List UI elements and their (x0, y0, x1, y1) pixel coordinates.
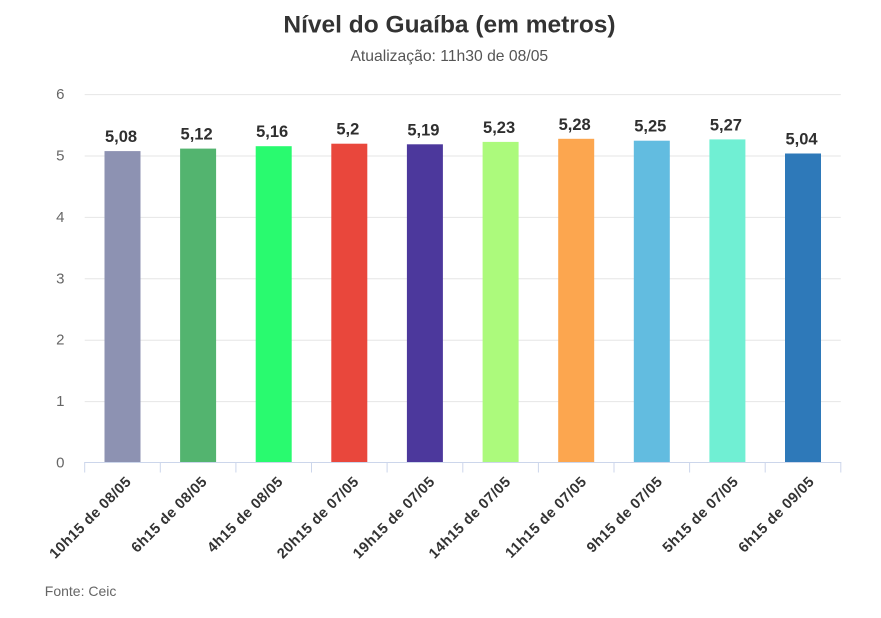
svg-text:5,23: 5,23 (483, 119, 515, 137)
svg-text:Nível do Guaíba (em metros): Nível do Guaíba (em metros) (283, 12, 615, 39)
svg-text:5,19: 5,19 (407, 121, 439, 139)
svg-text:5,27: 5,27 (710, 116, 742, 134)
svg-text:5,2: 5,2 (336, 121, 359, 139)
svg-text:5,28: 5,28 (559, 116, 591, 134)
svg-text:6: 6 (56, 86, 64, 103)
svg-text:Fonte: Ceic: Fonte: Ceic (45, 583, 117, 599)
svg-text:5,25: 5,25 (634, 118, 666, 136)
svg-text:1: 1 (56, 393, 64, 410)
svg-text:5,16: 5,16 (256, 123, 288, 141)
svg-text:5,04: 5,04 (785, 131, 818, 149)
svg-text:5,08: 5,08 (105, 128, 137, 146)
svg-text:2: 2 (56, 332, 64, 349)
svg-text:0: 0 (56, 455, 64, 472)
svg-text:5,12: 5,12 (181, 126, 213, 144)
svg-text:Atualização: 11h30 de 08/05: Atualização: 11h30 de 08/05 (350, 48, 548, 65)
svg-text:3: 3 (56, 270, 64, 287)
svg-text:5: 5 (56, 148, 64, 165)
svg-text:4: 4 (56, 209, 64, 226)
